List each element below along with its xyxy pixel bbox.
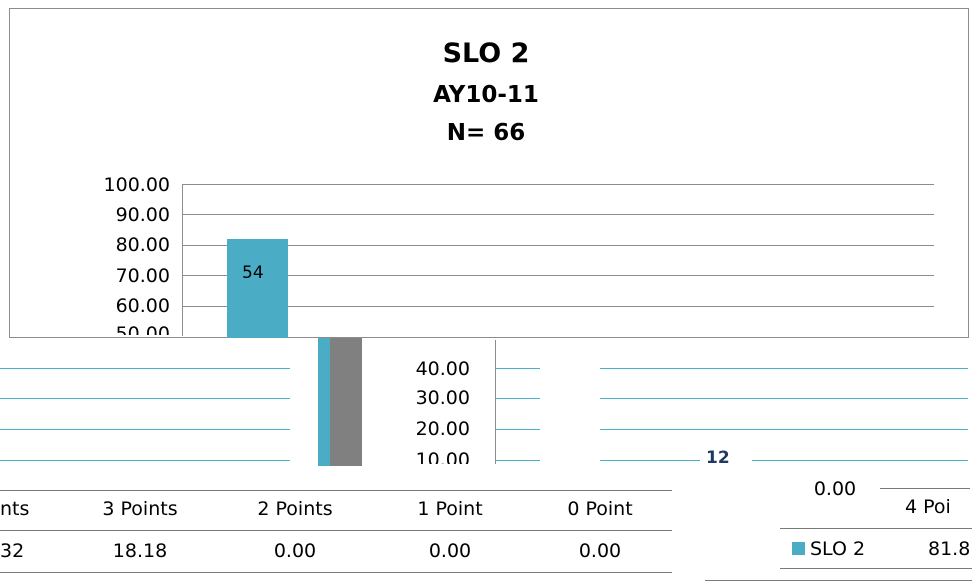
table-cell: 81.8 [928,538,971,560]
bar-fragment [318,338,330,466]
table-header: 4 Poi [905,496,951,518]
gridline [600,398,968,399]
table-border [705,580,972,581]
table-header: 0 Point [567,498,633,520]
chart-subtitle: AY10-11 [433,82,539,108]
y-tick: 30.00 [415,387,470,409]
gridline [496,368,540,369]
gridline [600,460,700,461]
gridline [182,245,934,246]
gridline [182,184,934,185]
chart-title: SLO 2 [442,38,530,69]
y-tick: 20.00 [415,418,470,440]
y-tick: 70.00 [115,265,170,287]
legend-swatch [792,542,805,555]
gridline [600,368,968,369]
table-border [780,568,972,569]
bar-fragment [330,338,362,466]
table-cell: 0.00 [578,540,622,562]
gridline [496,429,540,430]
gridline [0,398,290,399]
table-border [0,490,672,491]
gridline [0,460,290,461]
gridline [752,460,968,461]
table-cell: 0.00 [428,540,472,562]
gridline [496,460,540,461]
glitch-number: 12 [706,448,730,464]
table-header: nts [0,498,30,520]
gridline [182,306,934,307]
gridline [600,429,968,430]
y-tick: 10.00 [415,449,470,464]
gridline [182,214,934,215]
gridline [0,368,290,369]
legend-label: SLO 2 [810,538,866,560]
bar-4-points [227,239,288,338]
table-border [880,488,970,489]
y-tick: 50.00 [115,323,170,335]
y-tick: 100.00 [103,174,170,196]
chart-n: N= 66 [446,120,526,146]
gridline [182,275,934,276]
y-tick: 60.00 [115,295,170,317]
y-tick: 80.00 [115,234,170,256]
zero-tick: 0.00 [813,478,857,500]
table-header: 2 Points [257,498,333,520]
gridline [0,429,290,430]
y-tick: 90.00 [115,204,170,226]
y-axis-line [495,340,496,464]
table-border [780,528,972,529]
chart-area [9,8,969,338]
table-cell: 0.00 [273,540,317,562]
lower-panel [0,338,972,584]
y-axis-line [182,184,183,336]
gridline [496,398,540,399]
y-tick: 40.00 [415,358,470,380]
table-header: 1 Point [417,498,483,520]
table-cell: 32 [0,540,25,562]
bar-data-label: 54 [242,263,264,283]
table-border [0,530,672,531]
table-header: 3 Points [102,498,178,520]
table-border [0,572,672,573]
table-cell: 18.18 [112,540,168,562]
